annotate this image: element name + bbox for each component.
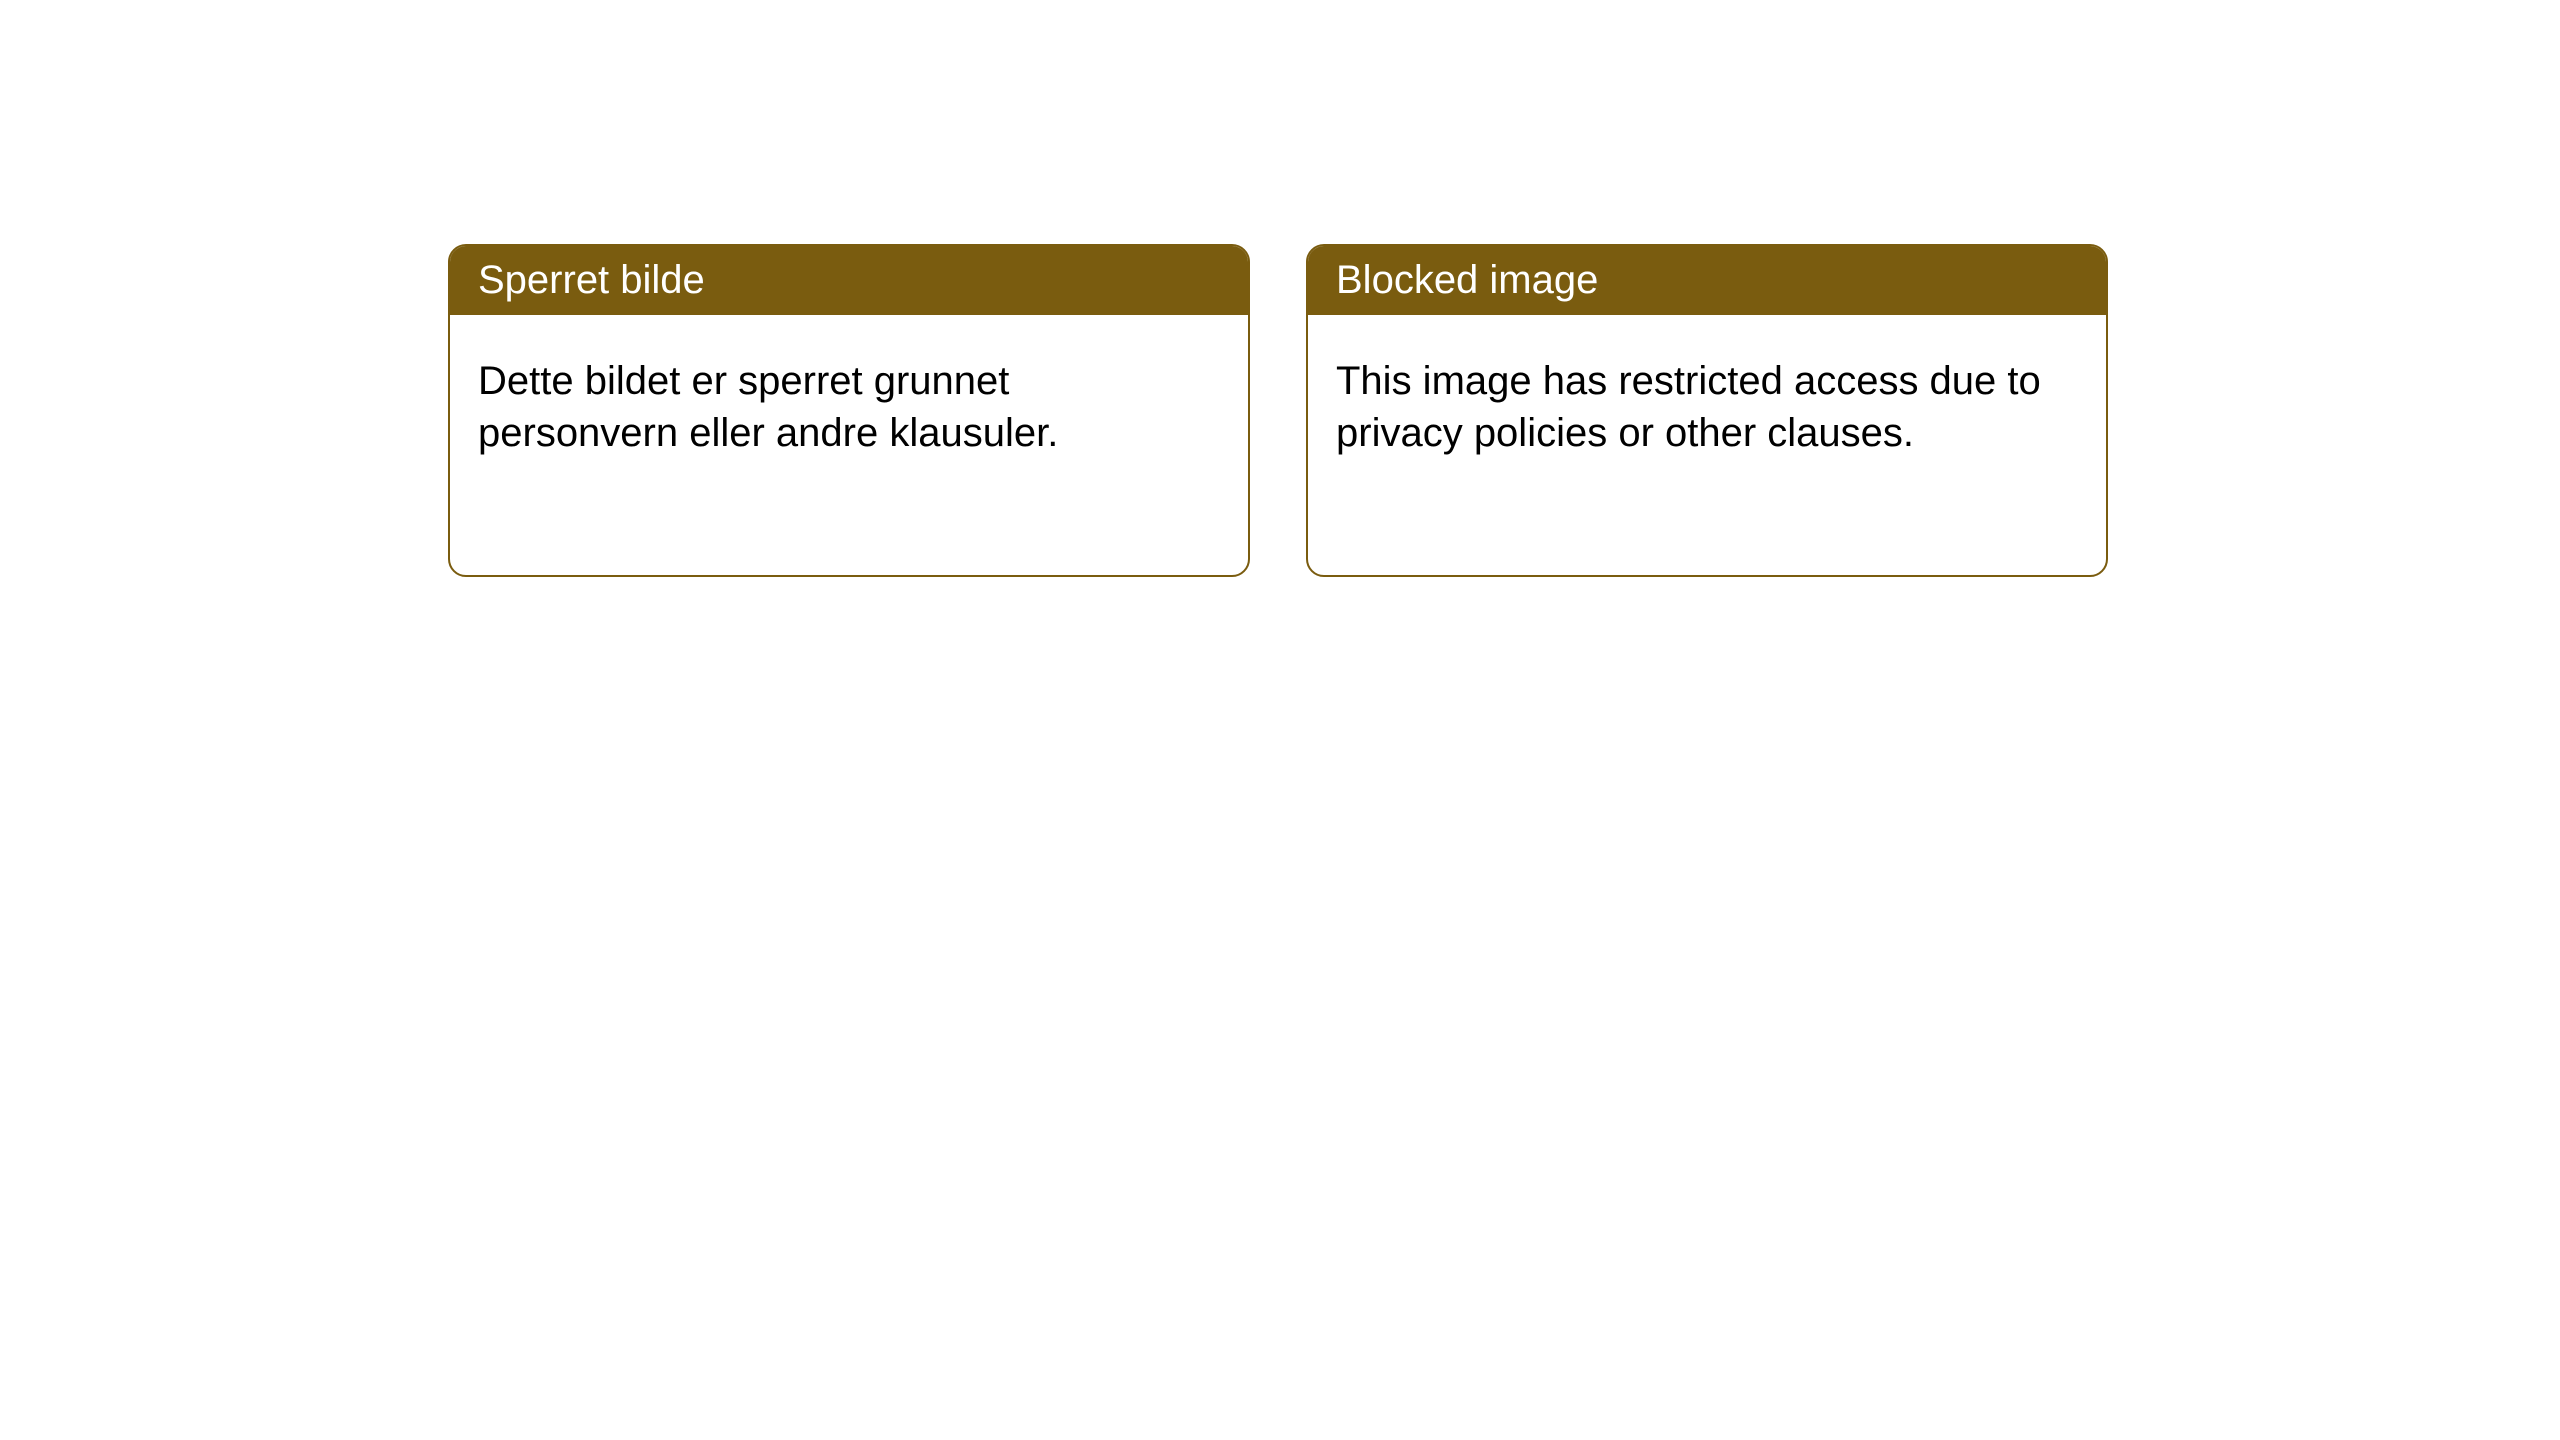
card-header: Blocked image (1308, 246, 2106, 315)
notice-container: Sperret bilde Dette bildet er sperret gr… (0, 0, 2560, 577)
card-body: This image has restricted access due to … (1308, 315, 2106, 499)
card-header: Sperret bilde (450, 246, 1248, 315)
notice-card-norwegian: Sperret bilde Dette bildet er sperret gr… (448, 244, 1250, 577)
notice-card-english: Blocked image This image has restricted … (1306, 244, 2108, 577)
card-header-text: Sperret bilde (478, 258, 705, 302)
card-body-text: This image has restricted access due to … (1336, 359, 2041, 455)
card-header-text: Blocked image (1336, 258, 1598, 302)
card-body: Dette bildet er sperret grunnet personve… (450, 315, 1248, 499)
card-body-text: Dette bildet er sperret grunnet personve… (478, 359, 1058, 455)
